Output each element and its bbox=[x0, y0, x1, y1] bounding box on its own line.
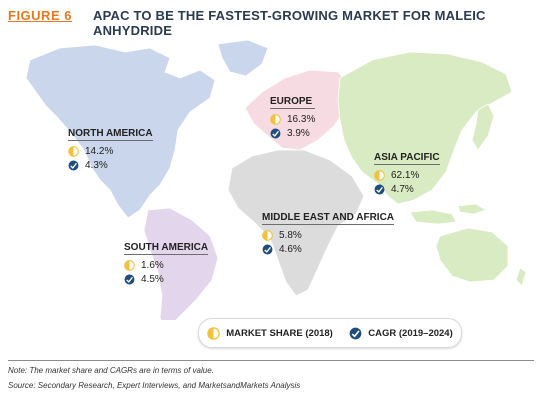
cagr-value: 4.5% bbox=[141, 273, 164, 285]
cagr-stat: 4.6% bbox=[262, 242, 394, 256]
footer-source: Source: Secondary Research, Expert Inter… bbox=[8, 381, 301, 390]
region-south-america-shape bbox=[143, 207, 219, 320]
cagr-stat: 3.9% bbox=[270, 126, 315, 140]
legend-cagr: CAGR (2019–2024) bbox=[349, 327, 453, 340]
region-middle-east-africa-shape bbox=[227, 149, 365, 297]
market-share-stat: 62.1% bbox=[374, 168, 440, 182]
growth-check-icon bbox=[262, 244, 273, 254]
market-share-value: 5.8% bbox=[279, 229, 302, 241]
half-circle-icon bbox=[68, 145, 79, 157]
region-new-zealand-shape bbox=[515, 267, 527, 287]
figure-label: FIGURE 6 bbox=[8, 8, 72, 23]
cagr-value: 4.3% bbox=[85, 159, 108, 171]
region-japan-shape bbox=[471, 103, 495, 151]
growth-check-icon bbox=[68, 160, 79, 170]
region-middle-east-africa: MIDDLE EAST AND AFRICA 5.8% 4.6% bbox=[262, 212, 395, 256]
region-asia-pacific: ASIA PACIFIC 62.1% 4.7% bbox=[374, 152, 440, 196]
region-south-america: SOUTH AMERICA 1.6% 4.5% bbox=[124, 242, 209, 286]
footer-divider bbox=[8, 360, 534, 361]
half-circle-icon bbox=[270, 113, 281, 125]
growth-check-icon bbox=[374, 184, 385, 194]
figure-header: FIGURE 6 APAC TO BE THE FASTEST-GROWING … bbox=[0, 0, 542, 38]
legend-market-share: MARKET SHARE (2018) bbox=[207, 326, 333, 340]
region-asia-pacific-shape bbox=[337, 51, 513, 205]
cagr-stat: 4.5% bbox=[124, 272, 208, 286]
cagr-value: 3.9% bbox=[287, 127, 310, 139]
market-share-stat: 16.3% bbox=[270, 112, 315, 126]
region-islands-shape bbox=[409, 203, 487, 225]
cagr-stat: 4.7% bbox=[374, 182, 440, 196]
region-name: NORTH AMERICA bbox=[68, 128, 153, 141]
world-map bbox=[25, 39, 527, 320]
legend-market-share-label: MARKET SHARE (2018) bbox=[226, 327, 333, 339]
region-north-america-shape bbox=[25, 44, 216, 219]
half-circle-icon bbox=[262, 229, 273, 241]
map-legend: MARKET SHARE (2018) CAGR (2019–2024) bbox=[198, 318, 462, 348]
cagr-value: 4.7% bbox=[391, 183, 414, 195]
legend-cagr-label: CAGR (2019–2024) bbox=[368, 327, 453, 339]
market-share-stat: 5.8% bbox=[262, 228, 394, 242]
cagr-stat: 4.3% bbox=[68, 158, 153, 172]
figure-title: APAC TO BE THE FASTEST-GROWING MARKET FO… bbox=[93, 8, 486, 38]
market-share-value: 14.2% bbox=[85, 145, 114, 157]
half-circle-icon bbox=[374, 169, 385, 181]
market-share-stat: 14.2% bbox=[68, 144, 153, 158]
region-name: EUROPE bbox=[270, 96, 316, 109]
market-share-value: 16.3% bbox=[287, 113, 316, 125]
cagr-value: 4.6% bbox=[279, 243, 302, 255]
region-name: ASIA PACIFIC bbox=[374, 152, 440, 165]
region-australia-shape bbox=[435, 227, 509, 283]
region-name: SOUTH AMERICA bbox=[124, 242, 209, 255]
half-circle-icon bbox=[207, 326, 220, 340]
region-name: MIDDLE EAST AND AFRICA bbox=[262, 212, 395, 225]
region-north-america: NORTH AMERICA 14.2% 4.3% bbox=[68, 128, 153, 172]
half-circle-icon bbox=[124, 259, 135, 271]
market-share-stat: 1.6% bbox=[124, 258, 208, 272]
growth-check-icon bbox=[349, 327, 362, 339]
region-europe: EUROPE 16.3% 3.9% bbox=[270, 96, 316, 140]
footer-note: Note: The market share and CAGRs are in … bbox=[8, 366, 214, 375]
growth-check-icon bbox=[124, 274, 135, 284]
market-share-value: 1.6% bbox=[141, 259, 164, 271]
market-share-value: 62.1% bbox=[391, 169, 420, 181]
growth-check-icon bbox=[270, 128, 281, 138]
region-greenland-shape bbox=[217, 39, 269, 77]
